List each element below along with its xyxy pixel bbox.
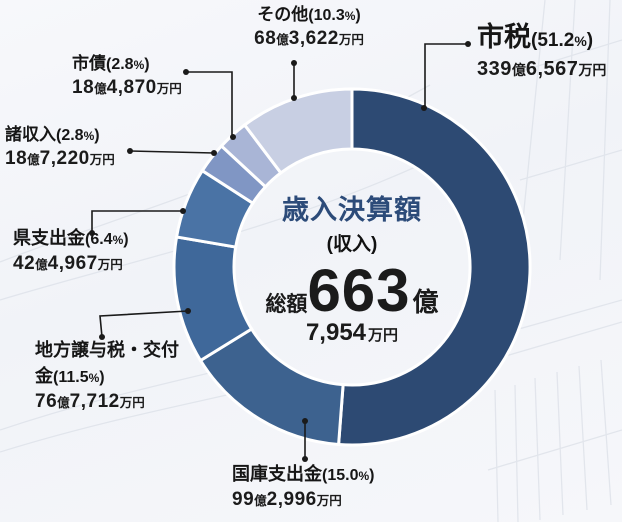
segment-name-ken: 県支出金(6.4%) [13,228,129,248]
connector-shoshunyu [129,150,215,154]
chart-subtitle: (収入) [326,234,378,255]
segment-name-kokko: 国庫支出金(15.0%) [232,464,375,484]
segment-name-shizei: 市税(51.2%) [477,22,594,52]
connector-chihou [99,310,189,338]
segment-arc-0 [336,87,532,447]
segment-label-kokko-shishutsukin: 国庫支出金(15.0%) 99億2,996万円 [232,463,374,512]
connector-shizei [424,43,468,107]
total-oku-unit: 億 [412,287,439,317]
segment-name-shisai: 市債(2.8%) [72,54,150,73]
total-man-value: 7,954 [305,319,367,346]
segment-amount-chihou: 76億7,712万円 [35,391,145,413]
segment-amount-shisai: 18億4,870万円 [72,77,182,99]
connector-dots [89,41,471,462]
segment-name-chihou: 地方譲与税・交付金(11.5%) [35,340,179,387]
segment-amount-shoshunyu: 18億7,220万円 [5,148,115,170]
total-amount: 総額 663 億 [232,257,472,324]
segment-label-chihou-joyozei-kofukin: 地方譲与税・交付金(11.5%) 76億7,712万円 [35,337,187,414]
total-oku-value: 663 [307,257,411,324]
donut-segments [172,87,532,447]
total-prefix: 総額 [265,293,308,316]
segment-name-shoshunyu: 諸収入(2.8%) [5,125,100,144]
connector-ken [91,210,183,233]
segment-label-shizei: 市税(51.2%) 339億6,567万円 [477,20,606,82]
segment-label-sonota: その他(10.3%) 68億3,622万円 [233,4,385,52]
segment-label-ken-shishutsukin: 県支出金(6.4%) 42億4,967万円 [13,227,129,276]
segment-label-shisai: 市債(2.8%) 18億4,870万円 [72,53,182,101]
total-man: 7,954 万円 [232,319,472,347]
connector-lines [91,43,468,459]
donut-center: 歳入決算額 (収入) 総額 663 億 7,954 万円 [232,188,472,347]
total-man-unit: 万円 [368,327,399,344]
chart-title: 歳入決算額 [282,195,422,225]
segment-arc-6 [242,87,354,175]
connector-shisai [186,71,233,138]
segment-amount-kokko: 99億2,996万円 [232,488,342,510]
segment-name-sonota: その他(10.3%) [257,5,361,24]
segment-label-shoshunyu: 諸収入(2.8%) 18億7,220万円 [5,124,115,172]
segment-amount-shizei: 339億6,567万円 [477,57,607,80]
segment-amount-sonota: 68億3,622万円 [254,28,364,50]
segment-amount-ken: 42億4,967万円 [13,252,123,274]
